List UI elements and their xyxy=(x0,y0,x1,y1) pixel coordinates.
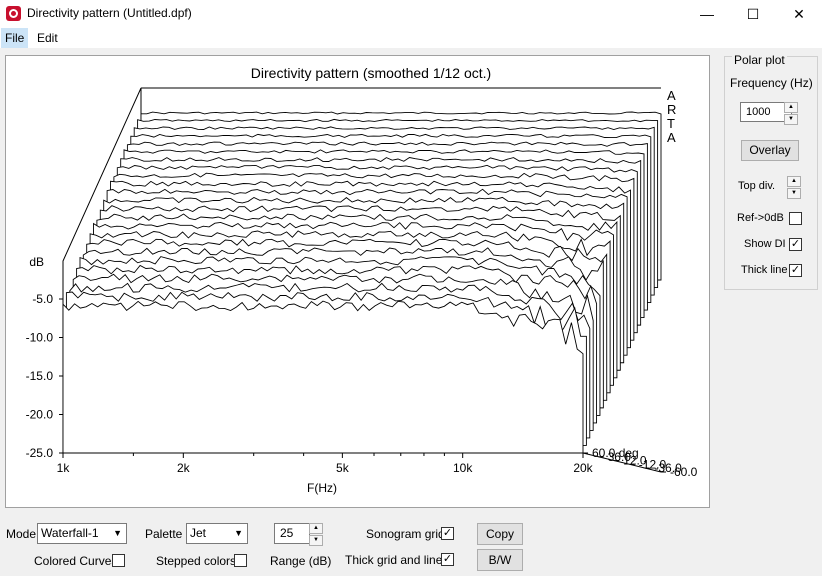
polar-plot-group: Polar plot Frequency (Hz) 1000 ▲ ▼ Overla… xyxy=(724,53,818,290)
angle-tick-label: -36.0 xyxy=(654,461,682,475)
show-di-checkbox[interactable]: ✓ xyxy=(789,238,802,251)
ref-checkbox[interactable] xyxy=(789,212,802,225)
colored-curves-checkbox[interactable] xyxy=(112,554,125,567)
menu-edit[interactable]: Edit xyxy=(37,31,58,45)
watermark-letter: A xyxy=(667,130,676,145)
sonogram-grid-label: Sonogram grid xyxy=(366,527,445,541)
x-axis-label: F(Hz) xyxy=(307,481,337,495)
palette-label: Palette xyxy=(145,527,183,541)
bw-button[interactable]: B/W xyxy=(477,549,523,571)
watermark-letter: T xyxy=(667,116,675,131)
range-label: Range (dB) xyxy=(270,554,332,568)
y-tick-label: -15.0 xyxy=(26,369,54,383)
plot-title: Directivity pattern (smoothed 1/12 oct.) xyxy=(251,65,491,81)
close-button[interactable]: ✕ xyxy=(793,5,805,22)
frequency-spinner[interactable]: ▲ ▼ xyxy=(784,102,798,125)
top-div-spinner[interactable]: ▲ ▼ xyxy=(787,176,801,199)
x-tick-label: 10k xyxy=(453,461,473,475)
frame-right-floor xyxy=(582,452,662,473)
menu-bar: File Edit xyxy=(0,28,822,48)
thick-line-label: Thick line xyxy=(741,264,788,276)
x-tick-label: 20k xyxy=(573,461,593,475)
menu-file[interactable]: File xyxy=(1,28,29,48)
x-tick-label: 5k xyxy=(336,461,350,475)
y-tick-label: -10.0 xyxy=(26,331,54,345)
show-di-label: Show DI xyxy=(744,238,786,250)
thick-line-checkbox[interactable]: ✓ xyxy=(789,264,802,277)
palette-select[interactable]: Jet ▼ xyxy=(186,523,248,544)
ref-label: Ref->0dB xyxy=(737,212,784,224)
thick-grid-checkbox[interactable]: ✓ xyxy=(441,553,454,566)
frequency-label: Frequency (Hz) xyxy=(730,76,813,90)
top-div-label: Top div. xyxy=(738,180,776,192)
x-tick-label: 2k xyxy=(177,461,191,475)
overlay-button[interactable]: Overlay xyxy=(741,140,799,161)
stepped-colors-checkbox[interactable] xyxy=(234,554,247,567)
x-tick-label: 1k xyxy=(57,461,71,475)
palette-value: Jet xyxy=(190,526,207,540)
app-icon xyxy=(6,6,21,21)
mode-label: Mode xyxy=(6,527,37,541)
sonogram-grid-checkbox[interactable]: ✓ xyxy=(441,527,454,540)
stepped-colors-label: Stepped colors xyxy=(156,554,237,568)
waterfall-curve xyxy=(62,300,584,454)
title-bar: Directivity pattern (Untitled.dpf) — ☐ ✕ xyxy=(0,0,822,28)
mode-value: Waterfall-1 xyxy=(41,526,99,540)
range-input[interactable]: 25 xyxy=(274,523,310,544)
angle-tick-label: -60.0 xyxy=(670,465,698,479)
angle-tick-label: 36.0 xyxy=(608,450,632,464)
watermark-letter: A xyxy=(667,88,676,103)
y-tick-label: -25.0 xyxy=(26,446,54,460)
maximize-button[interactable]: ☐ xyxy=(746,5,760,22)
y-tick-label: -20.0 xyxy=(26,408,54,422)
angle-tick-label: -12.0 xyxy=(639,457,667,471)
y-axis-label: dB xyxy=(29,255,44,269)
watermark-letter: R xyxy=(667,102,676,117)
range-spinner[interactable]: ▲ ▼ xyxy=(309,523,323,546)
window-title: Directivity pattern (Untitled.dpf) xyxy=(27,6,192,20)
frequency-input[interactable]: 1000 xyxy=(740,102,792,122)
minimize-button[interactable]: — xyxy=(700,6,714,22)
colored-curves-label: Colored Curves xyxy=(34,554,118,568)
y-tick-label: -5.0 xyxy=(32,292,53,306)
thick-grid-label: Thick grid and lines xyxy=(345,553,449,567)
angle-tick-label: 12.0 xyxy=(623,454,647,468)
mode-select[interactable]: Waterfall-1 ▼ xyxy=(37,523,127,544)
copy-button[interactable]: Copy xyxy=(477,523,523,545)
angle-tick-label: 60.0 deg xyxy=(592,446,639,460)
waterfall-chart: Directivity pattern (smoothed 1/12 oct.)… xyxy=(26,65,698,495)
chevron-down-icon: ▼ xyxy=(234,528,243,538)
chevron-down-icon: ▼ xyxy=(113,528,122,538)
directivity-plot: Directivity pattern (smoothed 1/12 oct.)… xyxy=(5,55,710,508)
polar-group-title: Polar plot xyxy=(732,53,787,67)
